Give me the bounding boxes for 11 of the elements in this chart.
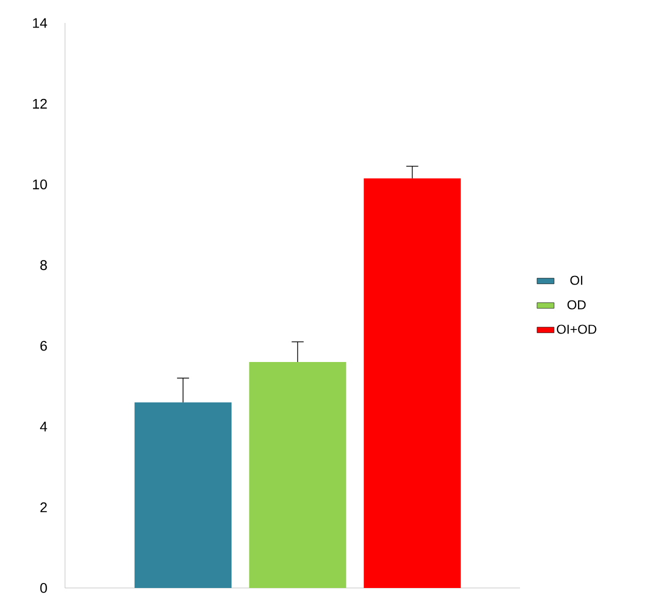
y-tick-label: 2 <box>40 502 47 512</box>
y-tick-label: 12 <box>33 98 47 109</box>
y-tick-label: 14 <box>33 18 48 28</box>
y-tick-label: 6 <box>40 340 47 351</box>
y-tick-label: 10 <box>33 179 47 190</box>
legend-label: OI+OD <box>556 324 596 334</box>
legend-label: OI <box>570 276 582 285</box>
legend-label: OD <box>567 300 586 310</box>
y-tick-label: 4 <box>40 422 48 432</box>
y-tick-label: 0 <box>40 583 47 593</box>
y-tick-label: 8 <box>40 260 47 270</box>
